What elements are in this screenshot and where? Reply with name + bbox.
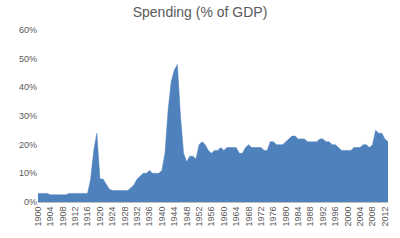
svg-text:1924: 1924 (107, 207, 117, 227)
svg-text:0%: 0% (24, 197, 37, 207)
svg-text:1904: 1904 (45, 207, 55, 227)
svg-text:1964: 1964 (231, 207, 241, 227)
svg-text:1944: 1944 (169, 207, 179, 227)
svg-text:1916: 1916 (82, 207, 92, 227)
svg-text:1988: 1988 (305, 207, 315, 227)
svg-text:1960: 1960 (219, 207, 229, 227)
svg-text:2008: 2008 (367, 207, 377, 227)
svg-text:1956: 1956 (206, 207, 216, 227)
svg-text:1948: 1948 (182, 207, 192, 227)
svg-text:2004: 2004 (355, 207, 365, 227)
svg-text:60%: 60% (19, 25, 37, 35)
svg-text:1928: 1928 (120, 207, 130, 227)
svg-text:2000: 2000 (343, 207, 353, 227)
svg-text:50%: 50% (19, 54, 37, 64)
svg-text:1908: 1908 (58, 207, 68, 227)
svg-text:1912: 1912 (70, 207, 80, 227)
svg-text:10%: 10% (19, 168, 37, 178)
svg-text:2012: 2012 (380, 207, 390, 227)
svg-text:1984: 1984 (293, 207, 303, 227)
svg-text:1940: 1940 (157, 207, 167, 227)
svg-text:20%: 20% (19, 140, 37, 150)
svg-text:1920: 1920 (95, 207, 105, 227)
svg-text:1996: 1996 (330, 207, 340, 227)
svg-text:1900: 1900 (33, 207, 43, 227)
svg-text:1972: 1972 (256, 207, 266, 227)
svg-text:1936: 1936 (144, 207, 154, 227)
svg-text:1980: 1980 (281, 207, 291, 227)
svg-text:Spending (% of GDP): Spending (% of GDP) (133, 4, 268, 20)
svg-text:1952: 1952 (194, 207, 204, 227)
svg-text:1976: 1976 (268, 207, 278, 227)
svg-text:1968: 1968 (244, 207, 254, 227)
svg-text:30%: 30% (19, 111, 37, 121)
svg-text:1932: 1932 (132, 207, 142, 227)
svg-text:40%: 40% (19, 82, 37, 92)
svg-text:1992: 1992 (318, 207, 328, 227)
